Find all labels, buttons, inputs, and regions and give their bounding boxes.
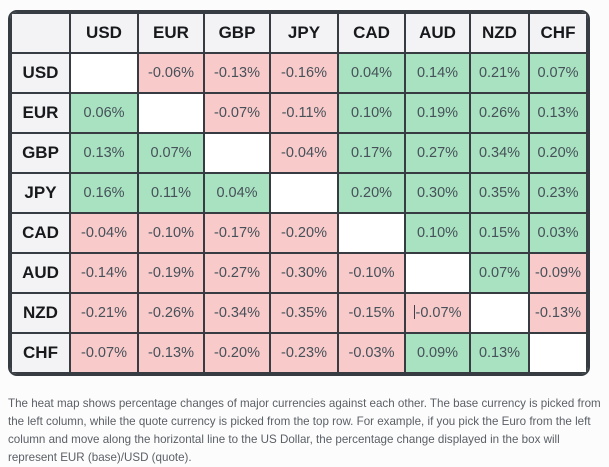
page: USD EUR GBP JPY CAD AUD NZD CHF USD -0.06% -0.13%…	[8, 10, 601, 467]
text-cursor	[413, 305, 415, 319]
row-header-EUR: EUR	[10, 92, 71, 134]
cell-NZD-NZD	[469, 292, 530, 334]
row-header-NZD: NZD	[10, 292, 71, 334]
cell-JPY-GBP: 0.04%	[203, 172, 271, 214]
cell-CHF-JPY: -0.23%	[269, 332, 339, 374]
col-header-USD: USD	[69, 12, 139, 54]
cell-CHF-NZD: 0.13%	[469, 332, 530, 374]
cell-USD-GBP: -0.13%	[203, 52, 271, 94]
row-header-CAD: CAD	[10, 212, 71, 254]
cell-AUD-CAD: -0.10%	[337, 252, 406, 294]
row-header-JPY: JPY	[10, 172, 71, 214]
currency-heatmap: USD EUR GBP JPY CAD AUD NZD CHF USD -0.06% -0.13%…	[8, 10, 590, 376]
col-header-CHF: CHF	[528, 12, 588, 54]
col-header-NZD: NZD	[469, 12, 530, 54]
table-row-NZD: NZD -0.21% -0.26% -0.34% -0.35% -0.15% -0.07% -…	[10, 292, 588, 334]
cell-GBP-USD: 0.13%	[69, 132, 139, 174]
cell-AUD-CHF: -0.09%	[528, 252, 588, 294]
cell-EUR-AUD: 0.19%	[404, 92, 471, 134]
row-header-USD: USD	[10, 52, 71, 94]
heatmap-header-row: USD EUR GBP JPY CAD AUD NZD CHF	[10, 12, 588, 54]
cell-AUD-EUR: -0.19%	[137, 252, 205, 294]
cell-CHF-GBP: -0.20%	[203, 332, 271, 374]
cell-EUR-GBP: -0.07%	[203, 92, 271, 134]
cell-EUR-USD: 0.06%	[69, 92, 139, 134]
cell-CAD-USD: -0.04%	[69, 212, 139, 254]
row-header-CHF: CHF	[10, 332, 71, 374]
cell-CAD-GBP: -0.17%	[203, 212, 271, 254]
cell-CHF-AUD: 0.09%	[404, 332, 471, 374]
cell-JPY-EUR: 0.11%	[137, 172, 205, 214]
col-header-JPY: JPY	[269, 12, 339, 54]
cell-AUD-NZD: 0.07%	[469, 252, 530, 294]
row-header-AUD: AUD	[10, 252, 71, 294]
cell-CAD-CAD	[337, 212, 406, 254]
cell-NZD-EUR: -0.26%	[137, 292, 205, 334]
table-row-JPY: JPY 0.16% 0.11% 0.04% 0.20% 0.30% 0.35% 0.23%	[10, 172, 588, 214]
cell-NZD-USD: -0.21%	[69, 292, 139, 334]
cell-CHF-CHF	[528, 332, 588, 374]
cell-USD-JPY: -0.16%	[269, 52, 339, 94]
col-header-GBP: GBP	[203, 12, 271, 54]
cell-JPY-JPY	[269, 172, 339, 214]
cell-EUR-EUR	[137, 92, 205, 134]
cell-CAD-CHF: 0.03%	[528, 212, 588, 254]
cell-CHF-USD: -0.07%	[69, 332, 139, 374]
cell-USD-NZD: 0.21%	[469, 52, 530, 94]
row-header-GBP: GBP	[10, 132, 71, 174]
col-header-AUD: AUD	[404, 12, 471, 54]
cell-USD-CHF: 0.07%	[528, 52, 588, 94]
cell-AUD-USD: -0.14%	[69, 252, 139, 294]
col-header-CAD: CAD	[337, 12, 406, 54]
cell-CAD-AUD: 0.10%	[404, 212, 471, 254]
cell-AUD-AUD	[404, 252, 471, 294]
cell-USD-EUR: -0.06%	[137, 52, 205, 94]
cell-JPY-CAD: 0.20%	[337, 172, 406, 214]
cell-NZD-GBP: -0.34%	[203, 292, 271, 334]
cell-NZD-CHF: -0.13%	[528, 292, 588, 334]
table-row-EUR: EUR 0.06% -0.07% -0.11% 0.10% 0.19% 0.26% 0.13%	[10, 92, 588, 134]
cell-GBP-JPY: -0.04%	[269, 132, 339, 174]
heatmap-body: USD -0.06% -0.13% -0.16% 0.04% 0.14% 0.21% 0.07…	[10, 52, 588, 374]
cell-CHF-CAD: -0.03%	[337, 332, 406, 374]
cell-CAD-NZD: 0.15%	[469, 212, 530, 254]
cell-EUR-CHF: 0.13%	[528, 92, 588, 134]
corner-cell	[10, 12, 71, 54]
cell-EUR-NZD: 0.26%	[469, 92, 530, 134]
cell-AUD-GBP: -0.27%	[203, 252, 271, 294]
cell-GBP-AUD: 0.27%	[404, 132, 471, 174]
caption-text: The heat map shows percentage changes of…	[8, 397, 601, 464]
table-row-AUD: AUD -0.14% -0.19% -0.27% -0.30% -0.10% 0.07% -0…	[10, 252, 588, 294]
cell-JPY-CHF: 0.23%	[528, 172, 588, 214]
heatmap-table: USD EUR GBP JPY CAD AUD NZD CHF USD -0.06% -0.13%…	[10, 12, 588, 374]
cell-USD-USD	[69, 52, 139, 94]
cell-NZD-JPY: -0.35%	[269, 292, 339, 334]
cell-JPY-NZD: 0.35%	[469, 172, 530, 214]
cell-GBP-CHF: 0.20%	[528, 132, 588, 174]
table-row-CHF: CHF -0.07% -0.13% -0.20% -0.23% -0.03% 0.09% 0.…	[10, 332, 588, 374]
cell-NZD-AUD: -0.07%	[404, 292, 471, 334]
cell-GBP-GBP	[203, 132, 271, 174]
cell-AUD-JPY: -0.30%	[269, 252, 339, 294]
table-row-USD: USD -0.06% -0.13% -0.16% 0.04% 0.14% 0.21% 0.07…	[10, 52, 588, 94]
cell-GBP-NZD: 0.34%	[469, 132, 530, 174]
cell-JPY-USD: 0.16%	[69, 172, 139, 214]
cell-JPY-AUD: 0.30%	[404, 172, 471, 214]
cell-CHF-EUR: -0.13%	[137, 332, 205, 374]
cell-EUR-CAD: 0.10%	[337, 92, 406, 134]
cell-EUR-JPY: -0.11%	[269, 92, 339, 134]
cell-NZD-CAD: -0.15%	[337, 292, 406, 334]
cell-GBP-EUR: 0.07%	[137, 132, 205, 174]
cell-USD-AUD: 0.14%	[404, 52, 471, 94]
col-header-EUR: EUR	[137, 12, 205, 54]
cell-CAD-EUR: -0.10%	[137, 212, 205, 254]
cell-GBP-CAD: 0.17%	[337, 132, 406, 174]
table-row-GBP: GBP 0.13% 0.07% -0.04% 0.17% 0.27% 0.34% 0.20%	[10, 132, 588, 174]
cell-CAD-JPY: -0.20%	[269, 212, 339, 254]
table-row-CAD: CAD -0.04% -0.10% -0.17% -0.20% 0.10% 0.15% 0.0…	[10, 212, 588, 254]
cell-USD-CAD: 0.04%	[337, 52, 406, 94]
